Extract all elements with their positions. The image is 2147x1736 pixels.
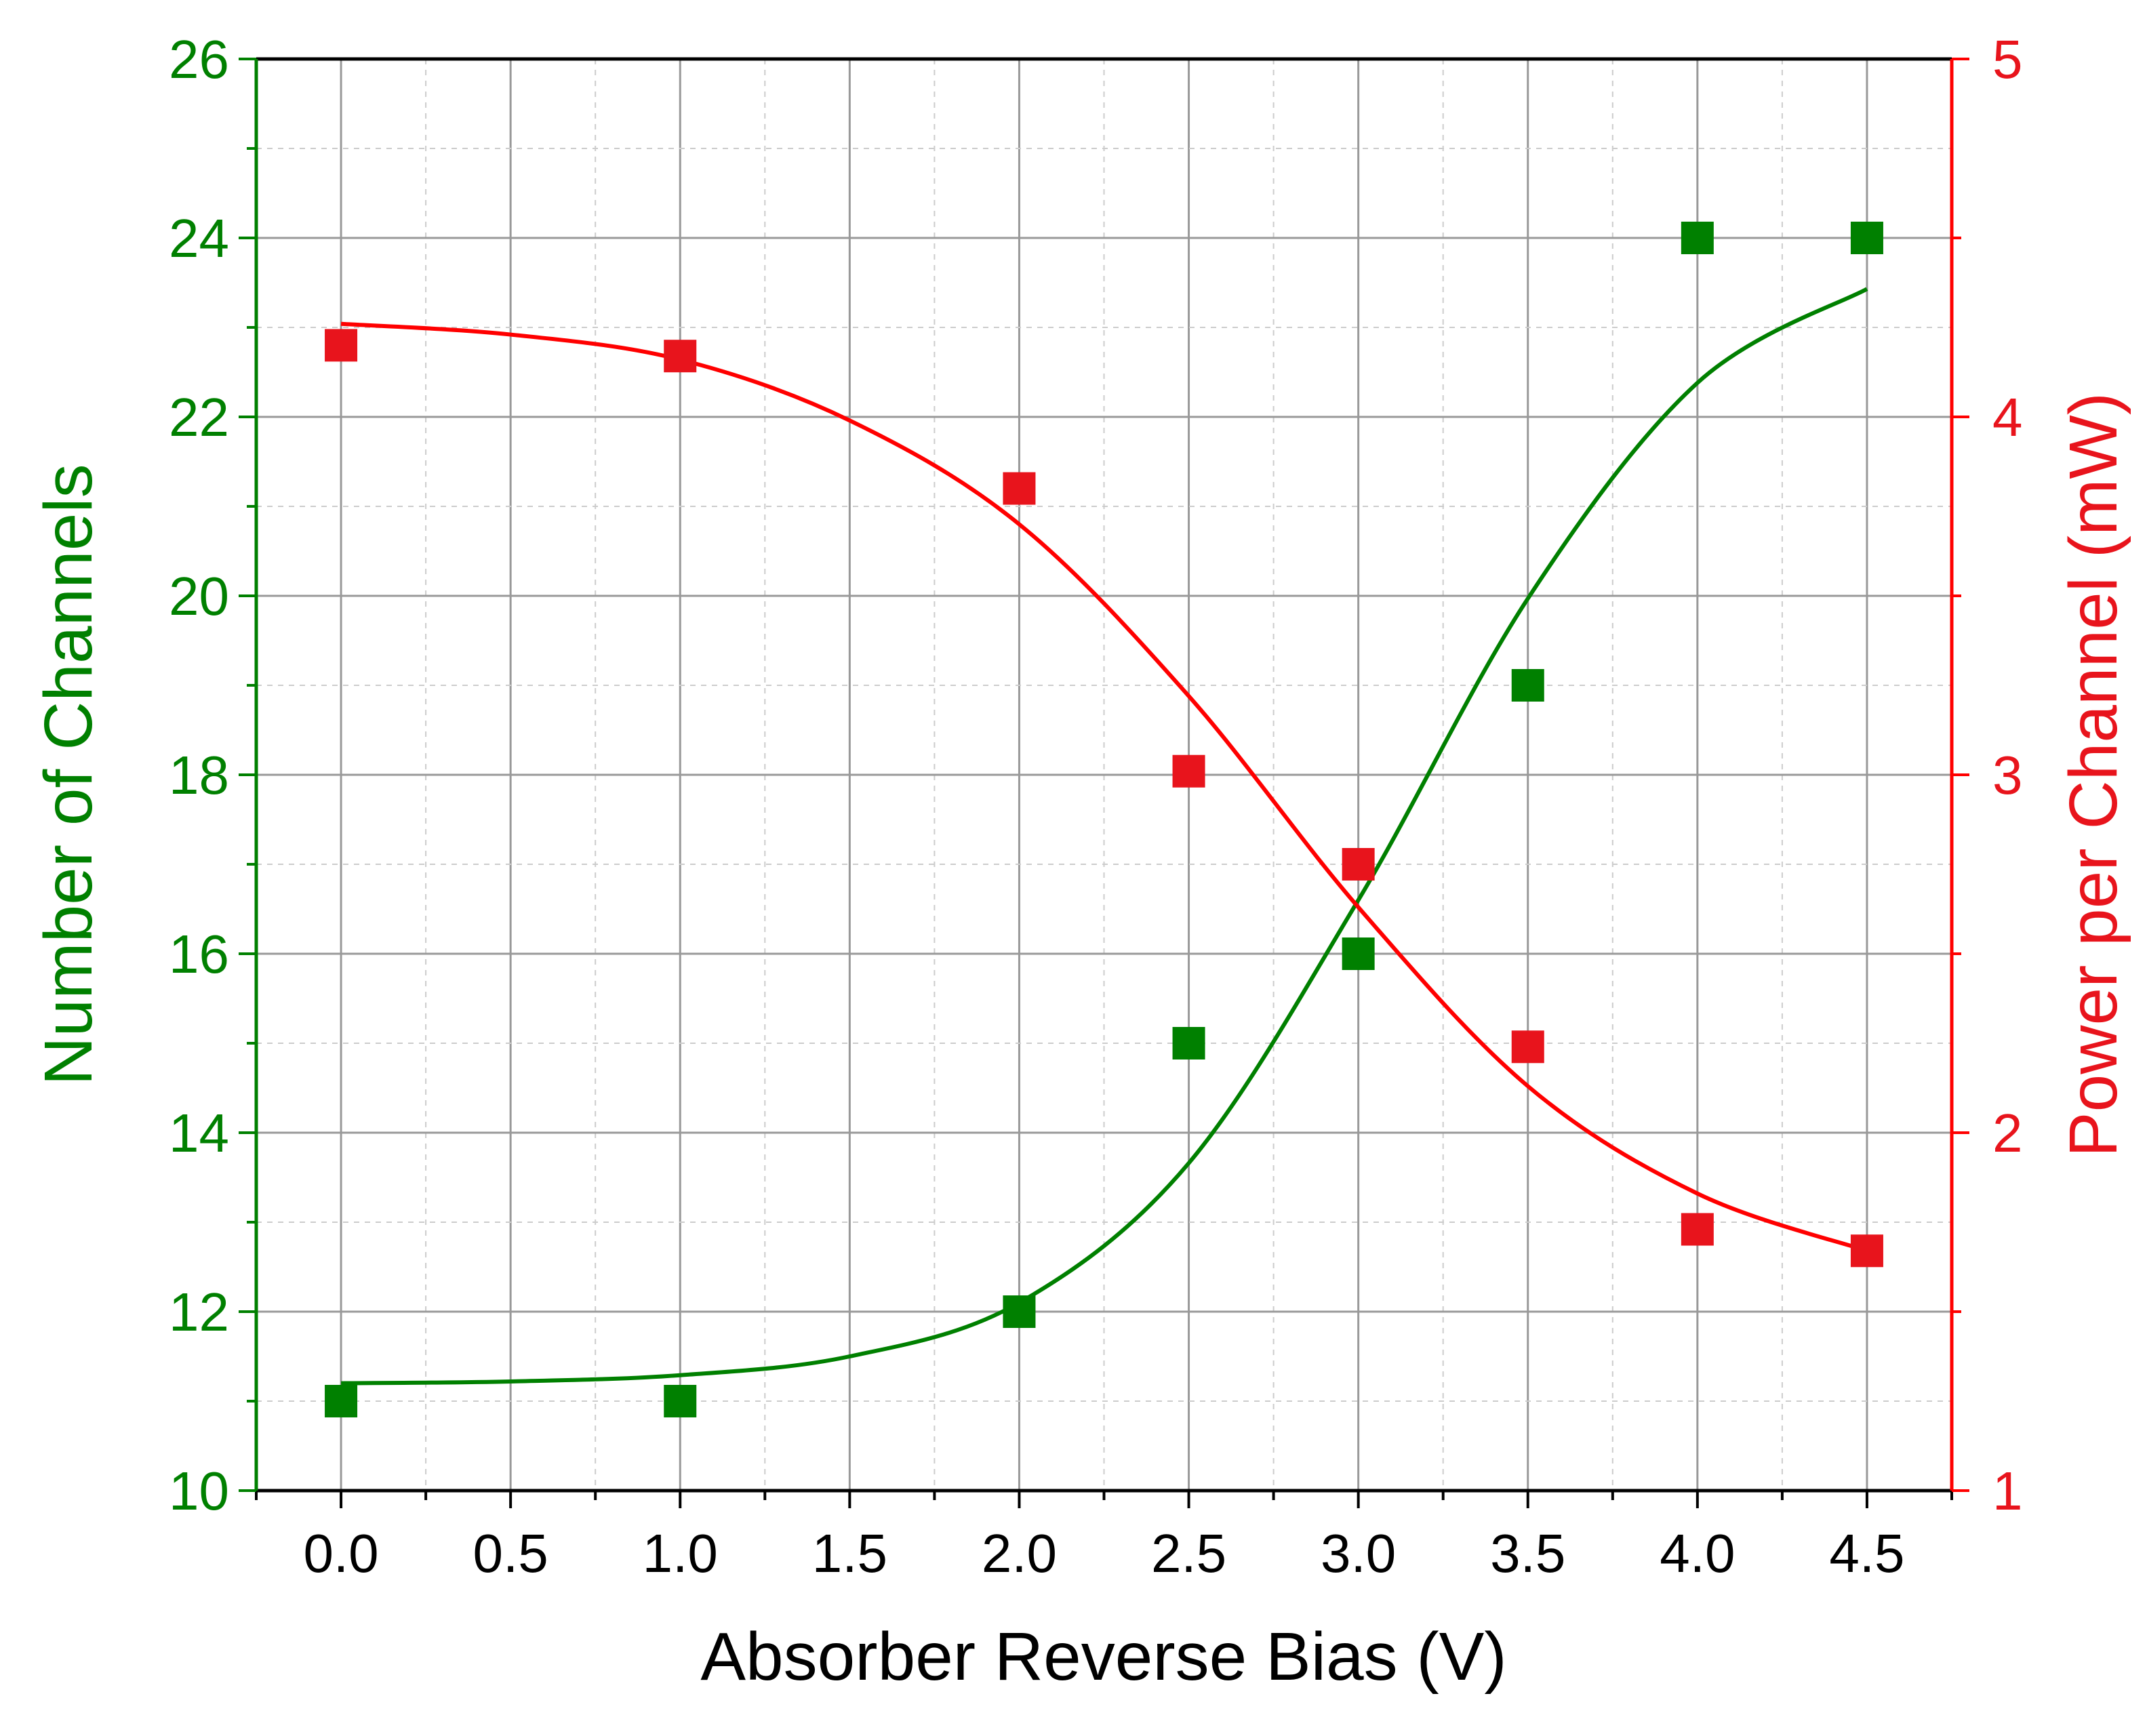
grid [256, 59, 1952, 1491]
power-data-point [1850, 1234, 1883, 1268]
x-tick-label: 2.0 [982, 1523, 1057, 1583]
y-left-tick-label: 14 [169, 1103, 229, 1163]
y-left-tick-label: 20 [169, 566, 229, 626]
x-tick-label: 4.5 [1829, 1523, 1904, 1583]
power-data-point [1172, 754, 1205, 788]
y-left-tick-label: 24 [169, 208, 229, 268]
y-left-axis-title: Number of Channels [31, 464, 106, 1085]
y-right-tick-label: 2 [1992, 1103, 2023, 1163]
y-left-tick-label: 16 [169, 924, 229, 984]
channels-data-point [1850, 222, 1883, 254]
x-tick-label: 0.0 [303, 1523, 378, 1583]
y-left-tick-label: 18 [169, 745, 229, 805]
power-data-point [1511, 1030, 1544, 1064]
y-right-tick-label: 5 [1992, 29, 2023, 89]
x-tick-label: 3.0 [1321, 1523, 1396, 1583]
power-fit-line [340, 321, 1868, 1253]
channels-data-point [1511, 669, 1544, 702]
x-tick-label: 3.5 [1490, 1523, 1565, 1583]
x-tick-label: 4.0 [1660, 1523, 1735, 1583]
channels-data-point [325, 1385, 358, 1417]
channels-fit-line [341, 287, 1868, 1386]
y-right-axis-title: Power per Channel (mW) [2055, 392, 2131, 1157]
channels-data-point [1003, 1295, 1036, 1328]
x-tick-label: 1.5 [812, 1523, 887, 1583]
power-data-point [1681, 1213, 1714, 1246]
channels-data-point [1342, 937, 1375, 970]
x-axis-title: Absorber Reverse Bias (V) [700, 1619, 1506, 1695]
y-left-tick-label: 10 [169, 1461, 229, 1521]
y-left-tick-label: 26 [169, 29, 229, 89]
power-data-point [664, 340, 697, 373]
y-right-tick-label: 1 [1992, 1461, 2023, 1521]
power-data-point [1003, 472, 1036, 505]
x-tick-label: 1.0 [643, 1523, 718, 1583]
x-tick-label: 0.5 [473, 1523, 548, 1583]
channels-data-point [1172, 1027, 1205, 1059]
y-left-tick-label: 22 [169, 387, 229, 447]
y-left-tick-label: 12 [169, 1282, 229, 1342]
x-tick-label: 2.5 [1151, 1523, 1226, 1583]
power-data-point [325, 329, 358, 362]
series-layer [325, 222, 1883, 1417]
channels-data-point [664, 1385, 697, 1417]
y-right-tick-label: 4 [1992, 387, 2023, 447]
channels-data-point [1681, 222, 1714, 254]
power-data-point [1342, 848, 1375, 881]
axes: 0.0 0.5 1.0 1.5 2.0 2.5 3.0 3.5 4.0 4.51012141618… [169, 29, 2022, 1583]
y-right-tick-label: 3 [1992, 745, 2023, 805]
